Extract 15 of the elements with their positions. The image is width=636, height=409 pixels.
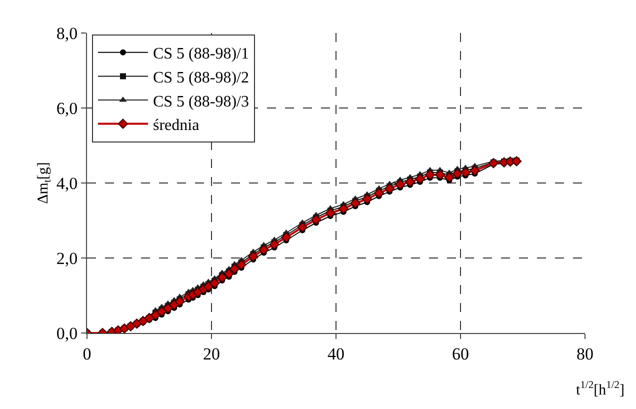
y-tick-label: 2,0 (56, 248, 78, 268)
x-tick-label: 80 (576, 344, 594, 364)
x-tick-label: 60 (452, 344, 469, 364)
x-tick-label: 0 (82, 344, 92, 364)
y-tick-label: 6,0 (56, 98, 78, 118)
x-axis-title: t$^{1/2}$[h$^{1/2}$] (576, 380, 625, 398)
x-tick-label: 20 (203, 344, 220, 364)
legend-label: CS 5 (88-98)/3 (152, 93, 249, 110)
legend-label: CS 5 (88-98)/2 (152, 69, 249, 86)
y-tick-label: 8,0 (56, 24, 78, 43)
y-tick-label: 4,0 (56, 174, 78, 193)
legend-label: średnia (152, 117, 200, 134)
y-tick-label: 0,0 (56, 324, 78, 343)
legend-label: CS 5 (88-98)/1 (152, 46, 249, 63)
x-tick-label: 40 (328, 344, 344, 364)
